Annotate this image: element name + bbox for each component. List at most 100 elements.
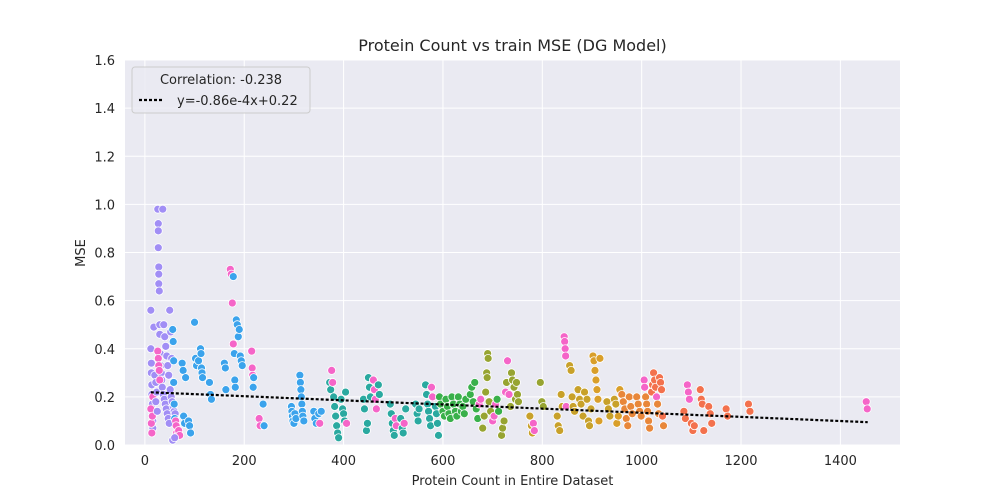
data-point — [297, 399, 307, 409]
scatter-points — [146, 204, 872, 445]
data-point — [512, 378, 521, 387]
data-point — [169, 399, 179, 409]
data-point — [153, 226, 163, 236]
data-point — [230, 375, 240, 385]
data-point — [657, 385, 666, 395]
data-point — [154, 286, 164, 296]
data-point — [560, 337, 570, 346]
data-point — [228, 272, 238, 281]
data-point — [146, 305, 156, 315]
data-point — [476, 394, 486, 404]
data-point — [247, 363, 257, 373]
legend-line-label: y=-0.86e-4x+0.22 — [177, 94, 298, 109]
data-point — [399, 418, 409, 428]
data-point — [507, 368, 516, 378]
data-point — [315, 418, 325, 428]
data-point — [552, 411, 562, 421]
data-point — [513, 390, 522, 399]
data-point — [652, 392, 661, 402]
data-point — [605, 411, 615, 421]
data-point — [529, 426, 539, 435]
legend-header: Correlation: -0.238 — [160, 73, 282, 88]
y-tick-label: 0.8 — [94, 247, 115, 262]
y-tick-label: 0.4 — [94, 343, 115, 358]
data-point — [642, 399, 652, 409]
data-point — [617, 390, 627, 399]
y-tick-label: 0.6 — [94, 295, 115, 310]
data-point — [425, 414, 434, 423]
trend-line — [150, 391, 868, 424]
data-point — [258, 399, 268, 409]
data-point — [560, 344, 570, 354]
data-point — [159, 320, 169, 330]
data-point — [861, 397, 871, 407]
data-point — [424, 406, 433, 416]
data-point — [699, 426, 709, 435]
data-point — [653, 399, 662, 409]
data-point — [482, 373, 492, 383]
y-tick-label: 0.2 — [94, 391, 115, 406]
y-tick-label: 1.0 — [94, 198, 115, 213]
data-point — [152, 406, 162, 416]
data-point — [237, 361, 247, 370]
data-point — [645, 423, 655, 433]
data-point — [228, 339, 238, 349]
data-point — [165, 305, 175, 315]
data-point — [362, 426, 371, 435]
data-point — [707, 418, 717, 428]
data-point — [640, 382, 650, 392]
data-point — [341, 387, 350, 397]
data-point — [721, 404, 731, 414]
data-point — [503, 356, 512, 366]
data-point — [332, 421, 342, 431]
data-point — [296, 385, 306, 395]
data-point — [254, 414, 264, 423]
data-point — [360, 404, 369, 414]
data-point — [326, 385, 336, 395]
data-point — [570, 406, 579, 416]
data-point — [146, 358, 156, 368]
data-point — [582, 394, 592, 404]
data-point — [478, 423, 488, 433]
data-point — [299, 416, 309, 426]
data-point — [154, 269, 164, 279]
data-point — [158, 204, 168, 214]
data-point — [153, 346, 163, 356]
data-point — [247, 346, 257, 356]
data-point — [683, 387, 693, 397]
data-point — [612, 418, 622, 428]
data-point — [259, 421, 269, 431]
y-tick-label: 1.2 — [94, 150, 115, 165]
data-point — [492, 394, 502, 404]
data-point — [221, 385, 231, 395]
data-point — [427, 382, 436, 392]
data-point — [233, 332, 243, 342]
data-point — [627, 409, 637, 419]
x-tick-label: 200 — [232, 454, 257, 469]
data-point — [181, 373, 191, 383]
data-point — [592, 385, 602, 395]
data-point — [374, 390, 384, 399]
data-point — [525, 411, 535, 421]
data-point — [363, 418, 372, 428]
data-point — [327, 366, 337, 375]
x-tick-labels: 0 200 400 600 800 1000 1200 1400 — [141, 454, 857, 469]
data-point — [744, 399, 753, 409]
data-point — [514, 397, 523, 407]
data-point — [566, 366, 576, 375]
data-point — [682, 380, 692, 390]
data-point — [186, 428, 195, 438]
data-point — [401, 404, 411, 414]
data-point — [168, 337, 178, 346]
data-point — [433, 418, 442, 428]
x-tick-label: 400 — [331, 454, 356, 469]
y-axis-title: MSE — [74, 239, 89, 267]
data-point — [339, 409, 348, 419]
data-point — [695, 385, 705, 395]
x-axis-title: Protein Count in Entire Dataset — [412, 474, 614, 489]
data-point — [177, 358, 187, 368]
data-point — [154, 262, 164, 272]
data-point — [413, 416, 423, 426]
data-point — [481, 387, 491, 397]
